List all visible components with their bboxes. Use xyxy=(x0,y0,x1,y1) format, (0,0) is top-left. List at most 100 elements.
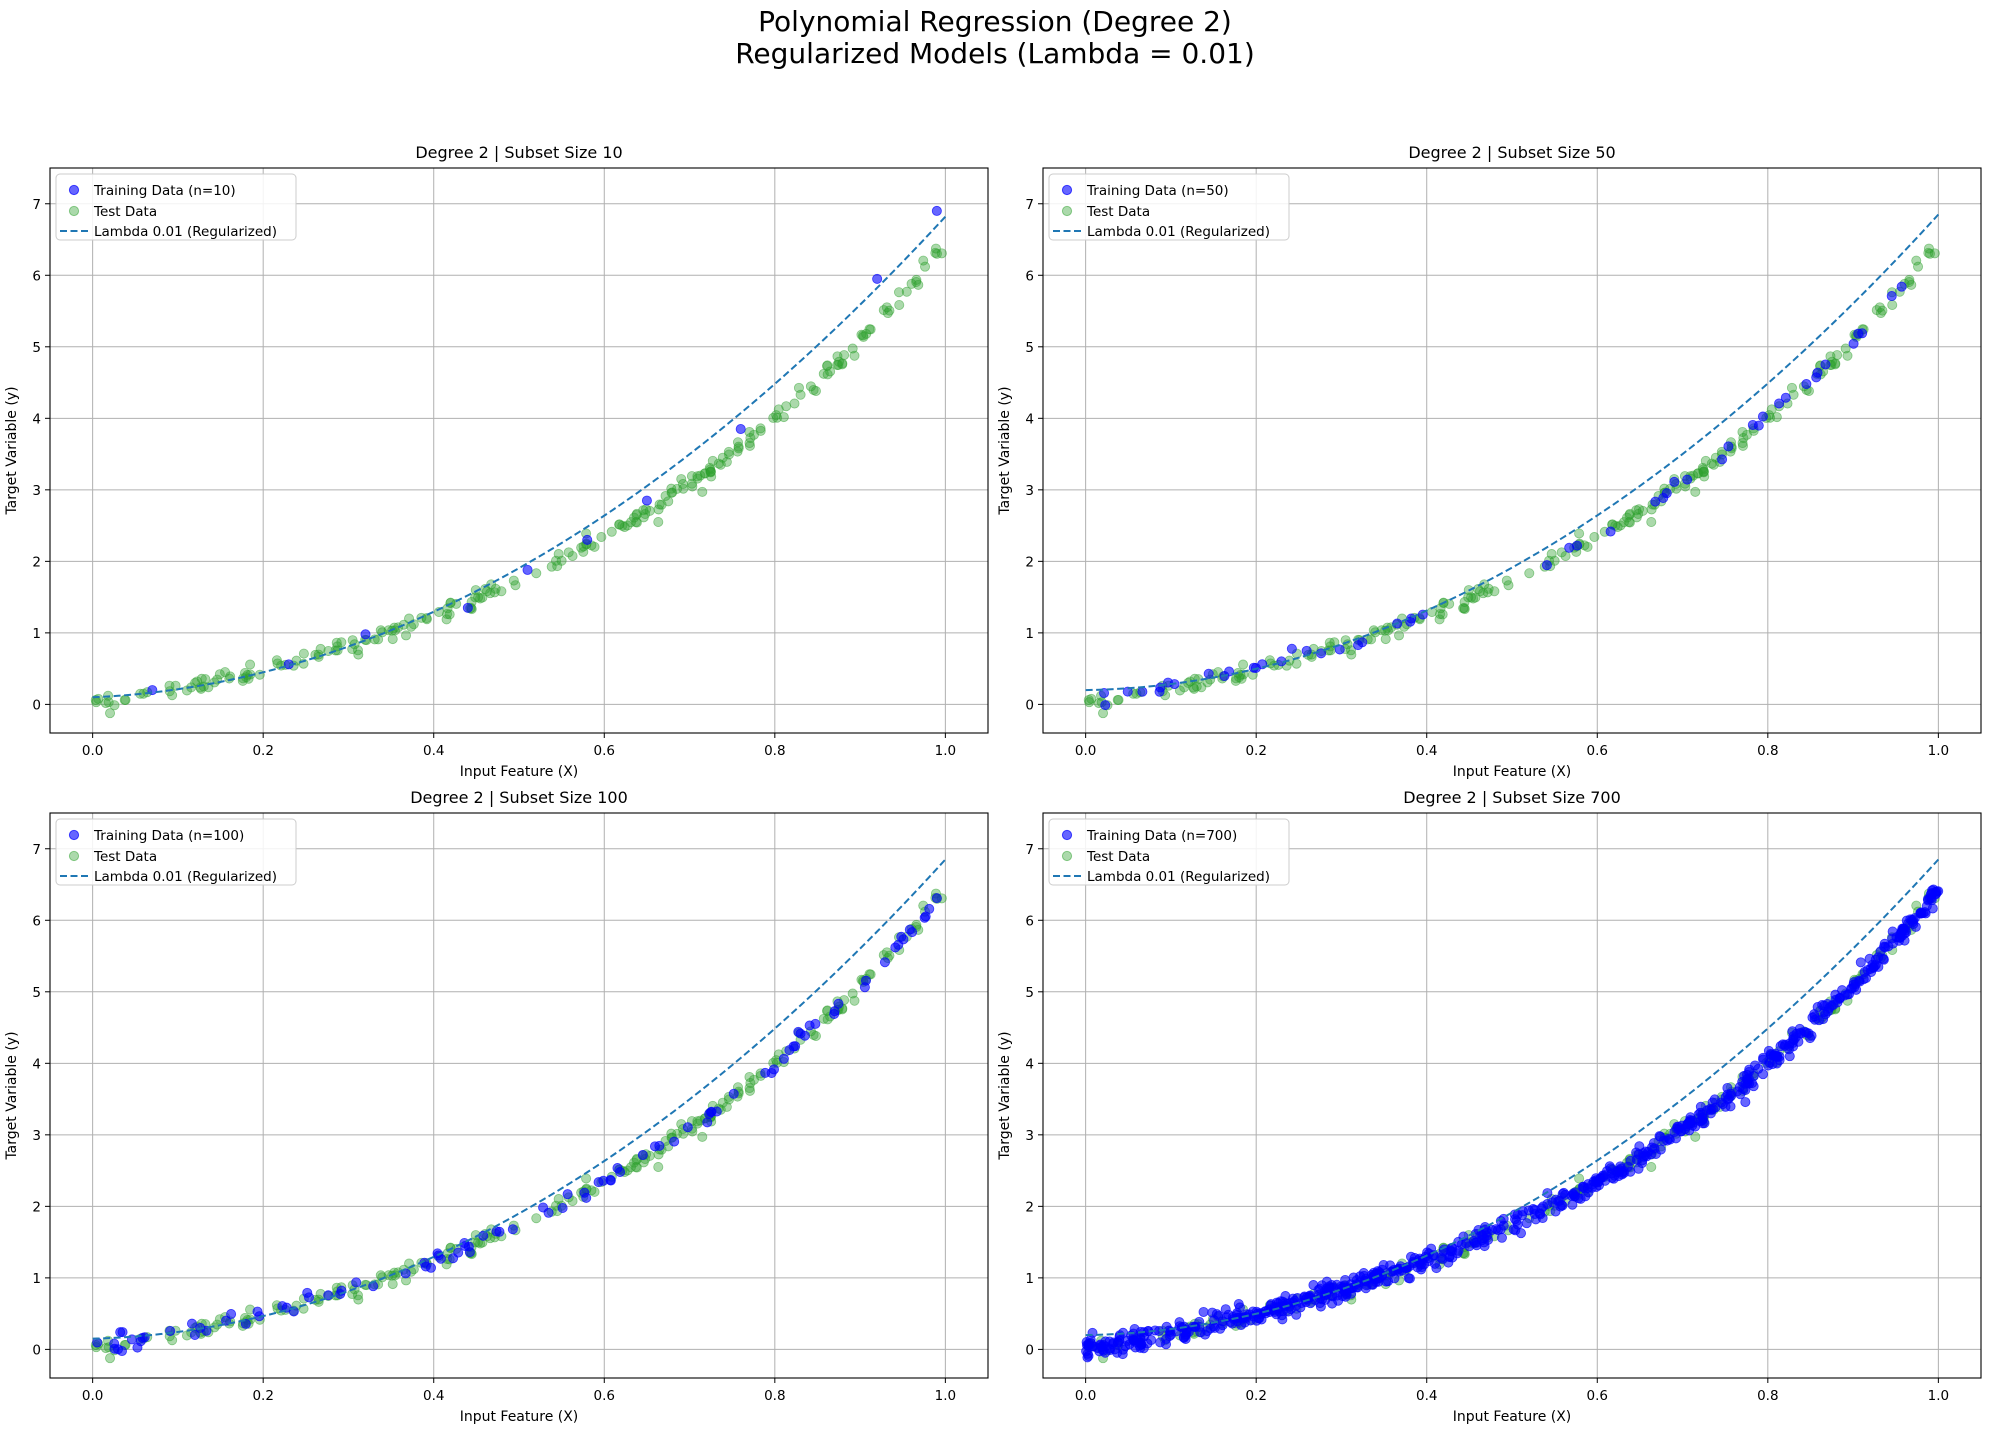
legend-label-training: Training Data (n=100) xyxy=(93,828,244,844)
training-point xyxy=(1286,643,1297,654)
test-point xyxy=(930,247,941,258)
x-tick-label: 1.0 xyxy=(1928,1388,1949,1404)
training-point xyxy=(1083,1350,1094,1361)
y-tick-label: 4 xyxy=(32,1056,41,1072)
x-axis-label: Input Feature (X) xyxy=(460,764,579,780)
training-point xyxy=(1801,379,1812,390)
x-tick-label: 0.6 xyxy=(1587,1388,1608,1404)
training-point xyxy=(1541,560,1552,571)
training-point xyxy=(1663,1133,1674,1144)
training-point xyxy=(522,564,533,575)
test-point xyxy=(1690,486,1701,497)
test-point xyxy=(622,520,633,531)
x-tick-label: 0.6 xyxy=(1587,743,1608,759)
training-point xyxy=(302,1287,313,1298)
x-tick-label: 0.2 xyxy=(252,743,273,759)
training-point xyxy=(240,1318,251,1329)
test-point xyxy=(789,398,800,409)
test-point xyxy=(687,481,698,492)
x-tick-label: 0.4 xyxy=(423,1388,444,1404)
test-point xyxy=(546,561,557,572)
training-point xyxy=(1633,1149,1644,1160)
test-point xyxy=(387,1279,398,1290)
training-point xyxy=(1658,492,1669,503)
training-point xyxy=(1757,411,1768,422)
legend-marker-test xyxy=(1061,205,1073,217)
test-point xyxy=(715,459,726,470)
test-point xyxy=(847,988,858,999)
training-point xyxy=(1806,1030,1817,1041)
test-point xyxy=(1236,673,1247,684)
training-point xyxy=(112,1344,123,1355)
x-tick-label: 0.6 xyxy=(594,743,615,759)
test-point xyxy=(810,1031,821,1042)
training-point xyxy=(931,205,942,216)
x-tick-label: 0.4 xyxy=(1416,743,1437,759)
test-point xyxy=(475,593,486,604)
training-point xyxy=(478,1230,489,1241)
y-tick-label: 2 xyxy=(32,554,41,570)
training-point xyxy=(360,629,371,640)
legend-label-fit: Lambda 0.01 (Regularized) xyxy=(1087,224,1270,240)
test-point xyxy=(441,614,452,625)
training-point xyxy=(904,924,915,935)
training-point xyxy=(1404,1273,1415,1284)
training-point xyxy=(448,1253,459,1264)
training-point xyxy=(1723,441,1734,452)
training-point xyxy=(189,1329,200,1340)
test-point xyxy=(347,1289,358,1300)
training-point xyxy=(538,1202,549,1213)
training-point xyxy=(351,1277,362,1288)
training-point xyxy=(252,1306,263,1317)
training-point xyxy=(1099,688,1110,699)
training-point xyxy=(1591,1175,1602,1186)
x-axis-label: Input Feature (X) xyxy=(1453,764,1572,780)
test-point xyxy=(732,446,743,457)
training-point xyxy=(1758,1052,1769,1063)
training-point xyxy=(1431,1263,1442,1274)
training-point xyxy=(1820,359,1831,370)
y-tick-label: 2 xyxy=(1025,554,1034,570)
training-point xyxy=(1550,1194,1561,1205)
test-point xyxy=(692,1116,703,1127)
y-tick-label: 6 xyxy=(1025,913,1034,929)
training-point xyxy=(1780,392,1791,403)
test-point xyxy=(1324,637,1335,648)
test-point xyxy=(832,360,843,371)
test-point xyxy=(1238,659,1249,670)
test-point xyxy=(640,509,651,520)
test-point xyxy=(755,423,766,434)
y-tick-label: 6 xyxy=(1025,268,1034,284)
training-point xyxy=(1534,1208,1545,1219)
training-point xyxy=(1684,1117,1695,1128)
training-point xyxy=(654,1140,665,1151)
test-point xyxy=(1394,630,1405,641)
test-point xyxy=(105,1353,116,1364)
test-point xyxy=(567,1196,578,1207)
test-point xyxy=(864,324,875,335)
test-point xyxy=(810,386,821,397)
y-tick-label: 7 xyxy=(32,197,41,213)
legend-label-fit: Lambda 0.01 (Regularized) xyxy=(94,869,277,885)
test-point xyxy=(331,637,342,648)
training-point xyxy=(1769,1050,1780,1061)
training-point xyxy=(1775,1041,1786,1052)
training-point xyxy=(1114,1330,1125,1341)
test-point xyxy=(1738,433,1749,444)
test-point xyxy=(485,588,496,599)
training-point xyxy=(702,1117,713,1128)
x-tick-label: 0.4 xyxy=(423,743,444,759)
training-point xyxy=(1083,1338,1094,1349)
test-point xyxy=(653,1162,664,1173)
training-point xyxy=(557,1203,568,1214)
test-point xyxy=(744,1083,755,1094)
y-tick-label: 4 xyxy=(32,411,41,427)
test-data-points xyxy=(1083,888,1940,1364)
legend-box xyxy=(1048,173,1290,241)
test-point xyxy=(744,1085,755,1096)
test-point xyxy=(196,673,207,684)
test-point xyxy=(858,331,869,342)
training-data-points xyxy=(147,205,942,696)
y-tick-label: 1 xyxy=(1025,1271,1034,1287)
